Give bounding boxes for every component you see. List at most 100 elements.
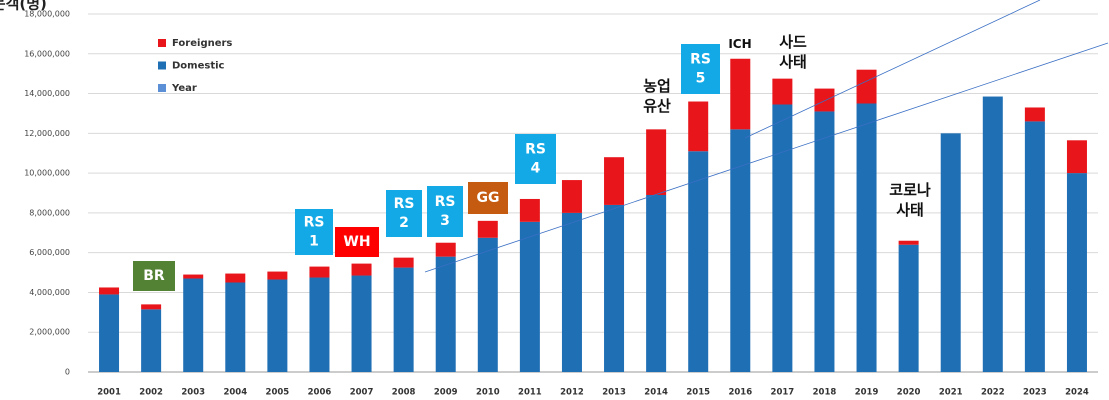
bar-segment <box>267 271 288 280</box>
bar-segment <box>435 256 456 372</box>
x-tick-label: 2004 <box>223 388 247 398</box>
y-tick-label: 18,000,000 <box>24 10 70 19</box>
x-tick-label: 2020 <box>897 388 921 398</box>
bar-segment <box>898 244 919 372</box>
bar-segment <box>772 104 793 372</box>
bar-segment <box>646 129 667 195</box>
annotation-box <box>681 44 720 94</box>
legend-swatch <box>158 61 166 70</box>
trend-line <box>744 0 1041 139</box>
y-tick-label: 14,000,000 <box>24 89 70 98</box>
bar-segment <box>393 257 414 268</box>
legend-label: Foreigners <box>172 38 232 49</box>
bar-segment <box>730 58 751 130</box>
bar-segment <box>519 221 540 372</box>
plot: 0 2,000,000 4,000,000 6,000,000 8,000,000 10,… <box>24 10 1098 398</box>
legend-label: Domestic <box>172 61 225 72</box>
annotation-box <box>133 261 175 291</box>
annotation-label: 사드 사태 <box>779 33 807 71</box>
bar-segment <box>814 111 835 372</box>
bar-segment <box>141 304 162 310</box>
bar-segment <box>99 287 120 295</box>
bar-segment <box>856 69 877 104</box>
x-tick-label: 2005 <box>266 388 290 398</box>
y-tick-label: 6,000,000 <box>29 248 70 257</box>
bar-segment <box>1024 121 1045 373</box>
bar-segment <box>1066 173 1087 372</box>
x-tick-label: 2006 <box>308 388 332 398</box>
bar-segment <box>435 242 456 257</box>
annotation-label: RS 5 <box>690 52 711 87</box>
x-tick-label: 2009 <box>434 388 458 398</box>
y-tick-label: 0 <box>65 368 70 377</box>
annotation-label: ICH <box>728 37 751 51</box>
x-tick-label: 2011 <box>518 388 542 398</box>
bar-segment <box>477 220 498 238</box>
bar-segment <box>477 237 498 372</box>
x-tick-label: 2017 <box>771 388 795 398</box>
bar-segment <box>99 294 120 372</box>
bar-segment <box>772 78 793 105</box>
legend-swatch <box>158 84 166 92</box>
bar-segment <box>856 103 877 372</box>
x-tick-label: 2003 <box>181 388 205 398</box>
x-tick-label: 2024 <box>1065 388 1089 398</box>
legend-swatch <box>158 39 166 47</box>
x-tick-label: 2013 <box>602 388 626 398</box>
bar-segment <box>688 101 709 152</box>
bar-segment <box>898 240 919 245</box>
x-tick-label: 2012 <box>560 388 584 398</box>
annotation-label: 코로나 사태 <box>889 181 931 219</box>
x-tick-label: 2001 <box>97 388 121 398</box>
annotation-box <box>515 134 556 184</box>
annotation-label: RS 4 <box>525 142 546 177</box>
bar-segment <box>1024 107 1045 122</box>
annotation-label: RS 3 <box>435 194 456 229</box>
bar-segment <box>646 194 667 372</box>
bar-segment <box>393 267 414 372</box>
bar-segment <box>225 273 246 283</box>
annotation-label: RS 1 <box>304 215 325 250</box>
bar-segment <box>183 274 204 279</box>
x-tick-label: 2007 <box>350 388 374 398</box>
x-tick-label: 2022 <box>981 388 1005 398</box>
bar-segment <box>561 180 582 213</box>
annotation-label: RS 2 <box>394 196 415 231</box>
x-tick-label: 2023 <box>1023 388 1047 398</box>
bar-segment <box>309 266 330 278</box>
x-tick-label: 2016 <box>728 388 752 398</box>
annotation-label: BR <box>143 268 165 284</box>
annotation-label: 농업 유산 <box>643 77 671 115</box>
x-tick-label: 2018 <box>813 388 837 398</box>
bar-segment <box>183 278 204 372</box>
bar-segment <box>351 275 372 372</box>
bar-segment <box>604 157 625 205</box>
bar-segment <box>604 204 625 372</box>
bar-segment <box>688 151 709 372</box>
bar-segment <box>225 282 246 372</box>
x-tick-label: 2014 <box>644 388 668 398</box>
x-tick-label: 2021 <box>939 388 963 398</box>
y-tick-label: 16,000,000 <box>24 49 70 58</box>
bar-segment <box>309 277 330 372</box>
annotation-box <box>335 227 379 257</box>
annotation-box <box>295 209 333 255</box>
bar-segment <box>141 309 162 372</box>
bar-segment <box>814 88 835 112</box>
y-tick-label: 10,000,000 <box>24 169 70 178</box>
legend-label: Year <box>171 83 197 94</box>
bar-segment <box>982 96 1003 373</box>
x-tick-label: 2015 <box>686 388 710 398</box>
y-tick-label: 4,000,000 <box>29 288 70 297</box>
annotation-label: GG <box>477 190 500 206</box>
annotation-box <box>468 182 508 214</box>
x-tick-label: 2019 <box>855 388 879 398</box>
y-tick-label: 8,000,000 <box>29 208 70 217</box>
annotation-box <box>427 186 463 237</box>
annotation-box <box>386 190 422 237</box>
bar-segment <box>730 129 751 372</box>
x-tick-label: 2002 <box>139 388 163 398</box>
annotation-label: WH <box>343 234 370 250</box>
bar-segment <box>267 279 288 372</box>
